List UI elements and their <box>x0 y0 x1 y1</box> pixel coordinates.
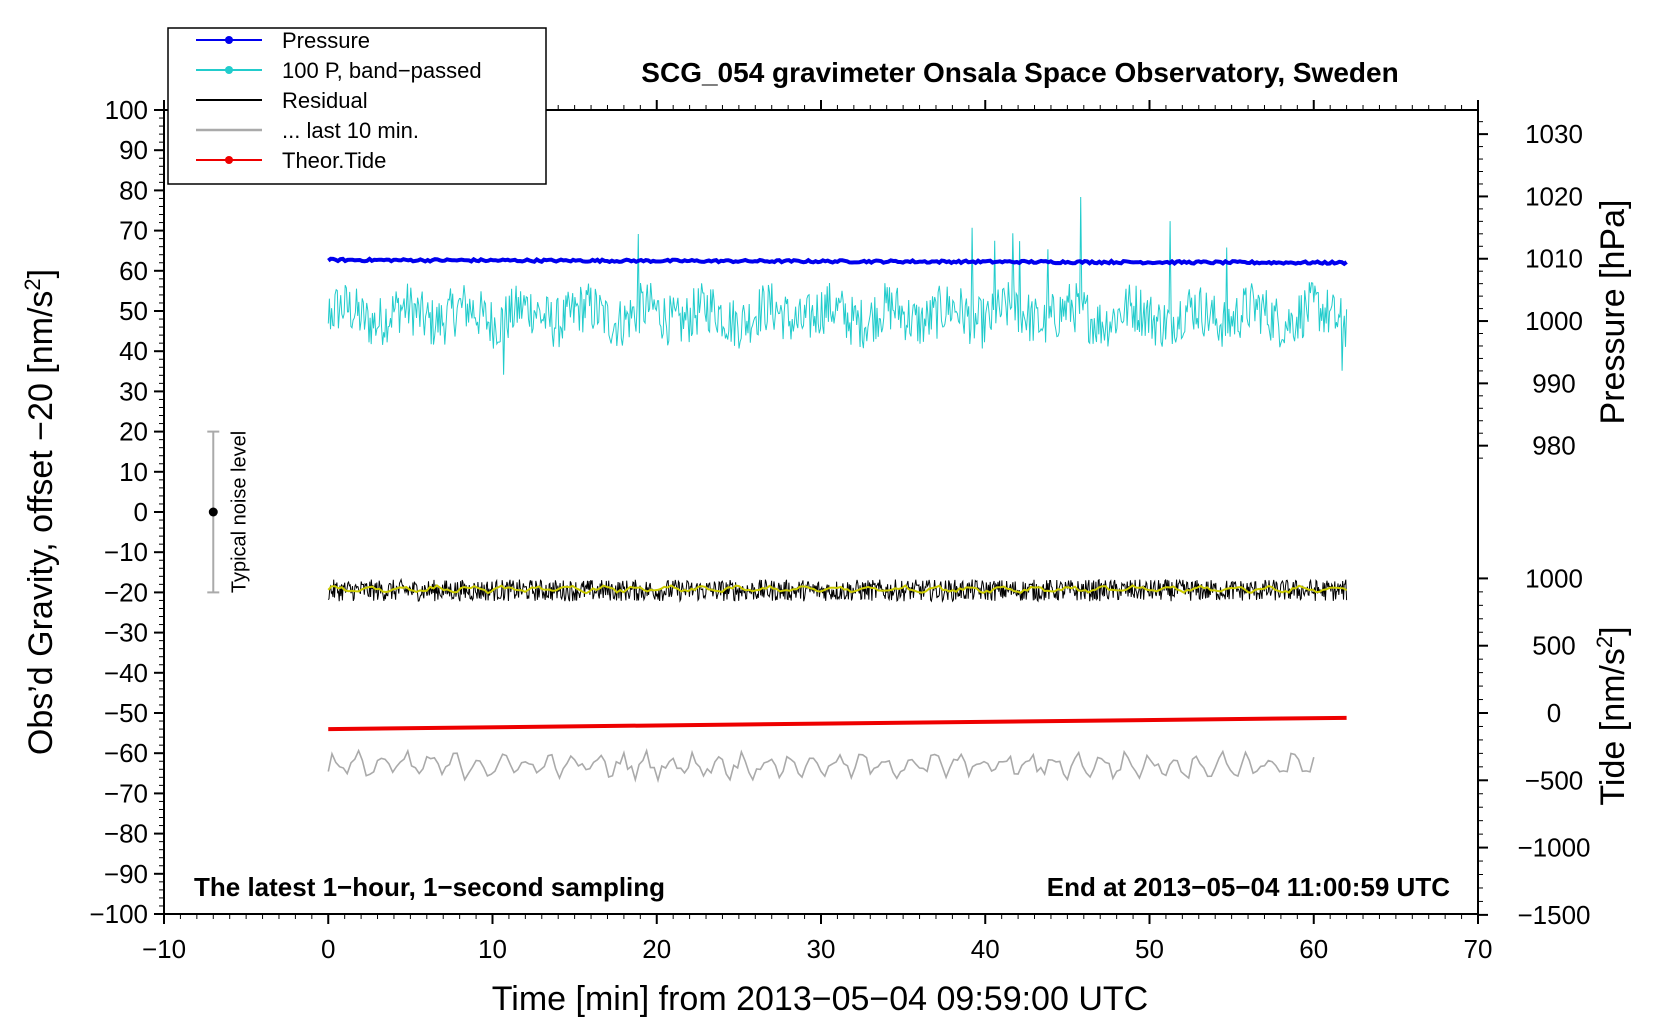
annotation-bottom-left: The latest 1−hour, 1−second sampling <box>194 872 665 902</box>
y-tick-label: 100 <box>105 95 148 125</box>
y-axis-right: 1030 1020 1010 1000 990 980 1000 500 0 −500 −1000 −… <box>1478 119 1591 930</box>
y-tick-label: −60 <box>104 738 148 768</box>
series-last-10-min <box>327 748 1315 784</box>
y-tick-label: −80 <box>104 819 148 849</box>
legend-label: Pressure <box>282 28 370 53</box>
y-tick-label: 70 <box>119 216 148 246</box>
tide-tick-label: 500 <box>1532 631 1575 661</box>
x-tick-label: 20 <box>642 934 671 964</box>
legend-marker <box>225 36 233 44</box>
y-tick-label: 90 <box>119 135 148 165</box>
legend-entries: Pressure 100 P, band−passed Residual ... la… <box>196 28 482 173</box>
series-pressure <box>327 256 1348 267</box>
series-theoretical-tide <box>328 715 1347 732</box>
pressure-tick-label: 1010 <box>1525 244 1583 274</box>
x-tick-label: 10 <box>478 934 507 964</box>
y-tick-label: 30 <box>119 376 148 406</box>
y-axis-label-tide: Tide [nm/s2] <box>1592 626 1633 805</box>
y-tick-label: 40 <box>119 336 148 366</box>
y-tick-label: −50 <box>104 698 148 728</box>
y-axis-label-pressure: Pressure [hPa] <box>1594 200 1632 425</box>
pressure-tick-label: 980 <box>1532 431 1575 461</box>
pressure-tick-label: 1020 <box>1525 181 1583 211</box>
x-tick-label: −10 <box>142 934 186 964</box>
y-tick-label: −90 <box>104 859 148 889</box>
series-residual <box>327 577 1348 603</box>
x-tick-label: 30 <box>807 934 836 964</box>
x-tick-label: 50 <box>1135 934 1164 964</box>
annotation-bottom-right: End at 2013−05−04 11:00:59 UTC <box>1047 872 1450 902</box>
noise-indicator: Typical noise level <box>207 430 250 594</box>
y-tick-label: 0 <box>134 497 148 527</box>
tide-tick-label: −1500 <box>1517 900 1590 930</box>
y-tick-label: 50 <box>119 296 148 326</box>
y-tick-label: 20 <box>119 417 148 447</box>
plot-frame <box>163 109 1479 915</box>
legend-label: Residual <box>282 88 368 113</box>
legend-label: Theor.Tide <box>282 148 386 173</box>
pressure-tick-label: 1030 <box>1525 119 1583 149</box>
y-axis-left: 1009080706050403020100−10−20−30−40−50−60… <box>89 95 164 929</box>
series-band-passed-pressure <box>327 196 1348 375</box>
y-tick-label: 80 <box>119 175 148 205</box>
legend-marker <box>225 66 233 74</box>
pressure-tick-label: 990 <box>1532 368 1575 398</box>
series-group <box>327 196 1348 784</box>
legend: Pressure 100 P, band−passed Residual ... la… <box>167 27 547 185</box>
tide-tick-label: 0 <box>1547 698 1561 728</box>
noise-bar-center-dot <box>208 507 218 517</box>
x-axis-label: Time [min] from 2013−05−04 09:59:00 UTC <box>492 980 1148 1018</box>
y-tick-label: −100 <box>89 899 148 929</box>
x-tick-label: 40 <box>971 934 1000 964</box>
pressure-tick-label: 1000 <box>1525 306 1583 336</box>
chart-title: SCG_054 gravimeter Onsala Space Observat… <box>641 57 1398 88</box>
tide-tick-label: −1000 <box>1517 833 1590 863</box>
x-tick-label: 0 <box>321 934 335 964</box>
legend-label: ... last 10 min. <box>282 118 419 143</box>
y-tick-label: −40 <box>104 658 148 688</box>
legend-marker <box>225 156 233 164</box>
tide-tick-label: −500 <box>1525 765 1584 795</box>
x-tick-label: 60 <box>1299 934 1328 964</box>
y-axis-label-left: Obs’d Gravity, offset −20 [nm/s2] <box>20 269 61 755</box>
tide-tick-label: 1000 <box>1525 563 1583 593</box>
y-tick-label: 60 <box>119 256 148 286</box>
legend-label: 100 P, band−passed <box>282 58 482 83</box>
y-tick-label: −70 <box>104 778 148 808</box>
y-tick-label: −10 <box>104 537 148 567</box>
y-tick-label: 10 <box>119 457 148 487</box>
y-tick-label: −20 <box>104 577 148 607</box>
noise-label: Typical noise level <box>228 431 250 593</box>
y-tick-label: −30 <box>104 618 148 648</box>
series-smoothed-residual <box>327 584 1348 595</box>
x-tick-label: 70 <box>1464 934 1493 964</box>
x-axis: −10 0 10 20 30 40 50 60 70 <box>142 100 1493 964</box>
